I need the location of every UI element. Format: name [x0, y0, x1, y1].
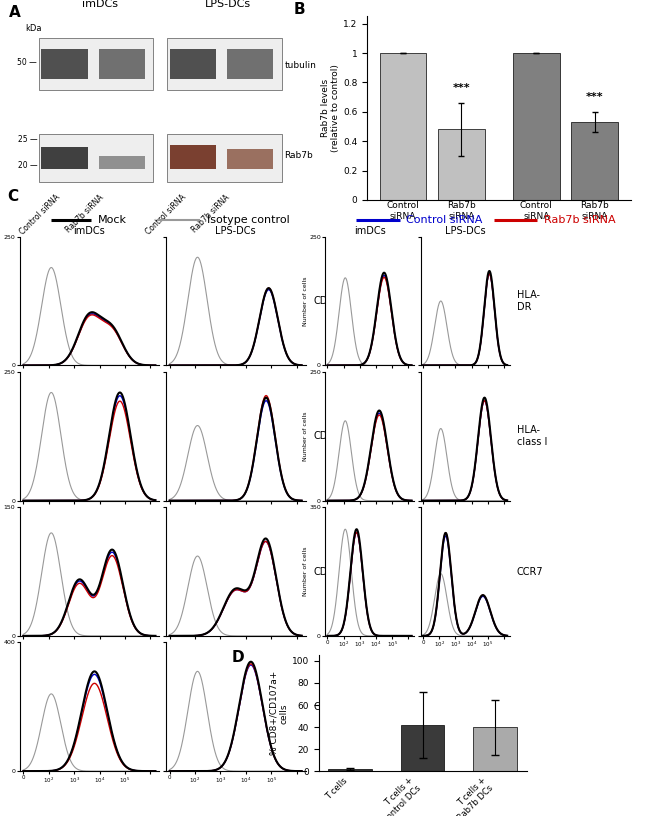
Text: LPS-DCs: LPS-DCs — [205, 0, 252, 9]
Text: Control siRNA: Control siRNA — [144, 193, 187, 237]
Bar — [380, 53, 426, 200]
Y-axis label: Number of cells: Number of cells — [0, 547, 3, 596]
Text: ***: *** — [586, 91, 604, 101]
Bar — [38, 38, 153, 90]
Text: Rab7b siRNA: Rab7b siRNA — [190, 193, 231, 234]
Bar — [513, 53, 560, 200]
Text: Isotype control: Isotype control — [207, 215, 289, 224]
Bar — [227, 149, 274, 169]
Bar — [167, 134, 281, 181]
Text: CD86: CD86 — [314, 431, 341, 441]
Text: CCR7: CCR7 — [517, 566, 543, 577]
Text: B: B — [294, 2, 305, 16]
Text: A: A — [8, 6, 20, 20]
Bar — [99, 50, 145, 79]
Text: Control siRNA: Control siRNA — [18, 193, 62, 237]
Bar — [167, 38, 281, 90]
Bar — [438, 130, 485, 200]
Bar — [42, 147, 88, 169]
Text: CD83: CD83 — [314, 566, 341, 577]
Text: HLA-
class I: HLA- class I — [517, 425, 547, 447]
Y-axis label: % CD8+/CD107a+
cells: % CD8+/CD107a+ cells — [269, 672, 289, 756]
Bar — [328, 769, 372, 771]
Bar — [227, 50, 274, 79]
Bar — [400, 725, 445, 771]
Text: imDCs: imDCs — [82, 0, 118, 9]
Text: CD80: CD80 — [314, 296, 341, 306]
Text: 20 —: 20 — — [18, 161, 37, 170]
Bar — [571, 122, 618, 200]
Bar — [99, 156, 145, 169]
Title: LPS-DCs: LPS-DCs — [445, 226, 486, 236]
Text: kDa: kDa — [25, 24, 42, 33]
Title: LPS-DCs: LPS-DCs — [215, 226, 256, 236]
Title: imDCs: imDCs — [73, 226, 105, 236]
Y-axis label: Number of cells: Number of cells — [0, 411, 2, 461]
Y-axis label: Number of cells: Number of cells — [0, 682, 2, 731]
Text: Control siRNA: Control siRNA — [406, 215, 483, 224]
Text: Mock: Mock — [98, 215, 127, 224]
Text: Rab7b: Rab7b — [284, 151, 313, 161]
Text: D: D — [231, 650, 244, 665]
Y-axis label: Number of cells: Number of cells — [0, 277, 2, 326]
Y-axis label: Number of cells: Number of cells — [303, 277, 307, 326]
Text: HLA-
DR: HLA- DR — [517, 290, 540, 312]
Y-axis label: Rab7b levels
(relative to control): Rab7b levels (relative to control) — [321, 64, 341, 152]
Text: tubulin: tubulin — [284, 61, 316, 70]
Y-axis label: Number of cells: Number of cells — [303, 411, 307, 461]
Bar — [473, 727, 517, 771]
Bar — [170, 144, 216, 169]
Text: Rab7b siRNA: Rab7b siRNA — [543, 215, 616, 224]
Text: 50 —: 50 — — [18, 58, 37, 67]
Bar — [42, 50, 88, 79]
Bar — [170, 50, 216, 79]
Title: imDCs: imDCs — [354, 226, 385, 236]
Text: ***: *** — [452, 82, 471, 93]
Text: C: C — [7, 189, 18, 204]
Text: 25 —: 25 — — [18, 135, 37, 144]
Text: CD11c: CD11c — [314, 702, 346, 712]
Bar — [38, 134, 153, 181]
Y-axis label: Number of cells: Number of cells — [303, 547, 307, 596]
Text: Rab7b siRNA: Rab7b siRNA — [64, 193, 105, 234]
